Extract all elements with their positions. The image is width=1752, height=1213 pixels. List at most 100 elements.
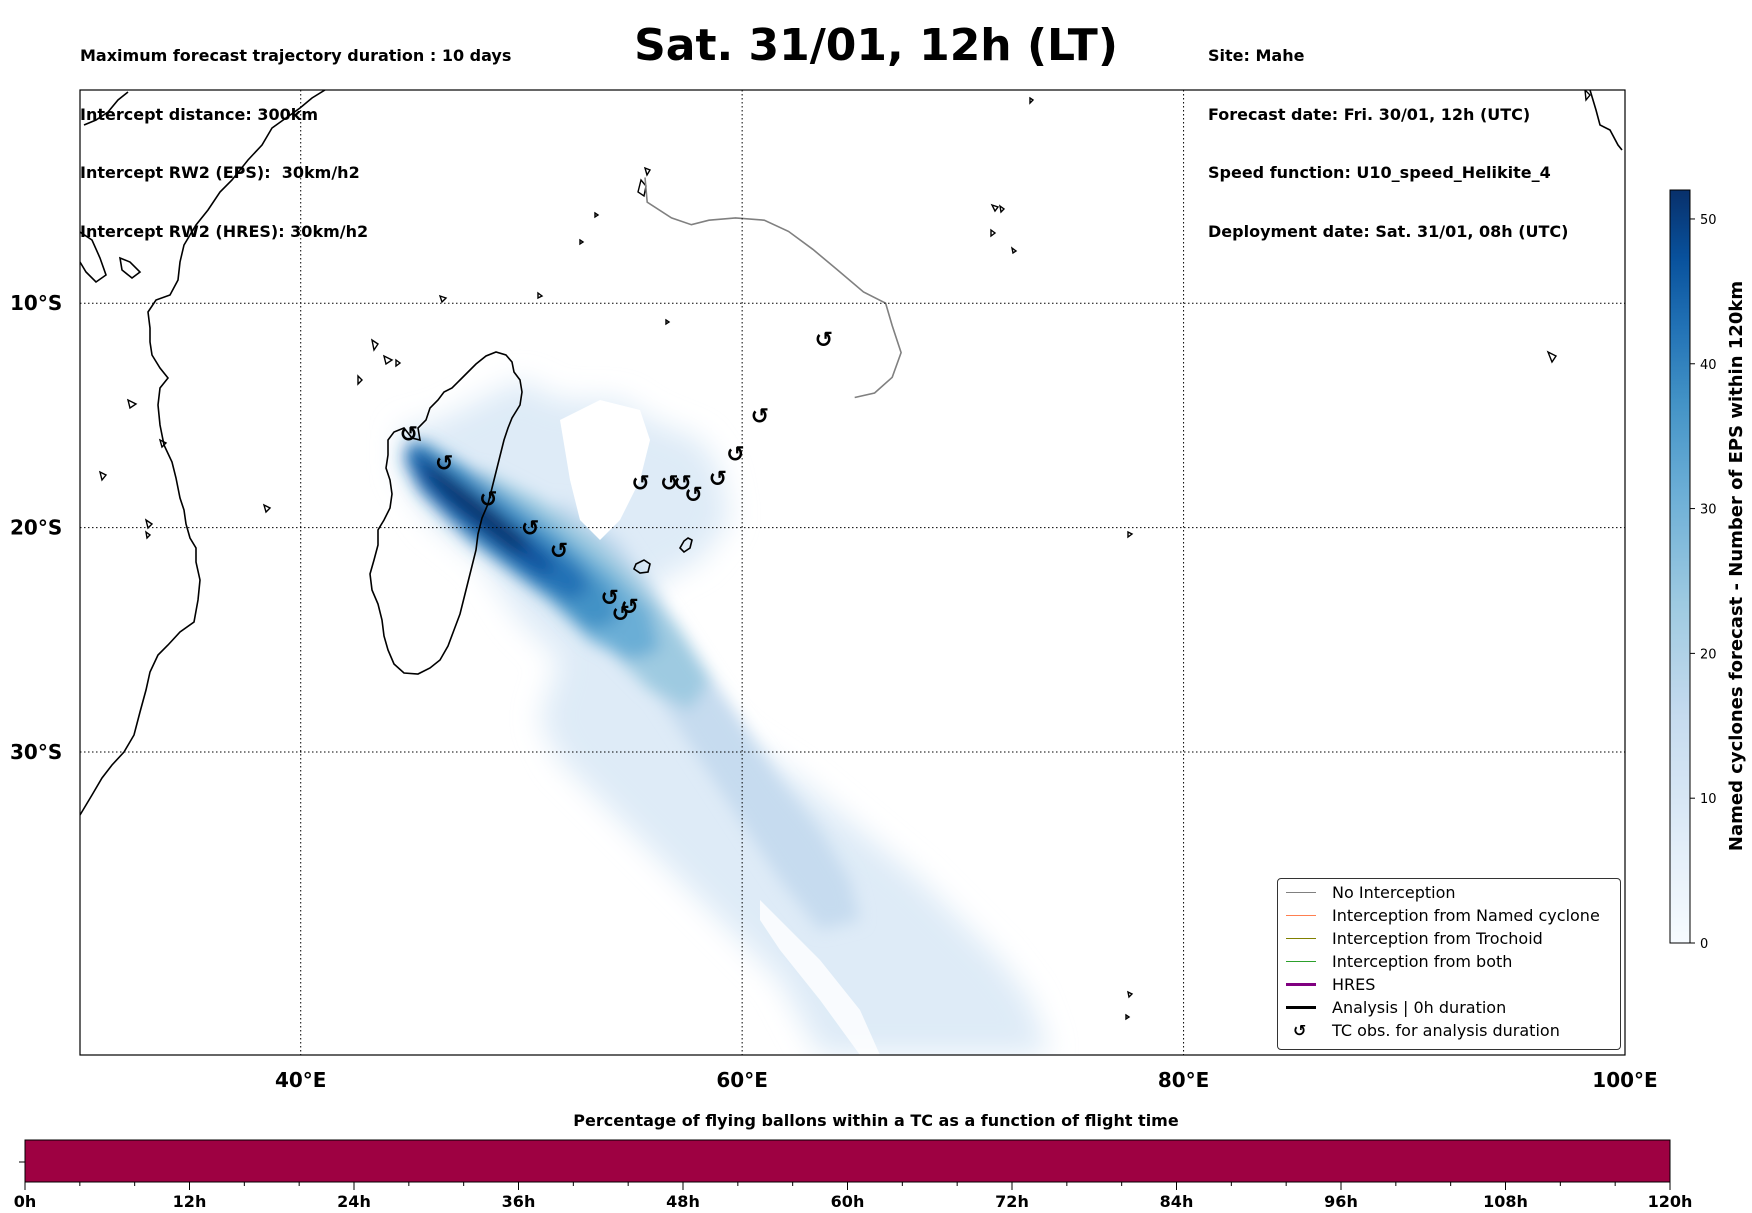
bar-tick-label: 12h: [173, 1192, 207, 1211]
density-gap: [760, 900, 880, 1055]
tc-obs-icon: ↺: [660, 472, 678, 497]
coastlines: [80, 90, 1623, 816]
bar-tick-label: 60h: [831, 1192, 865, 1211]
legend-label: Interception from Named cyclone: [1332, 906, 1600, 925]
legend-label: Interception from both: [1332, 952, 1513, 971]
eps-density-field: [400, 380, 1050, 1055]
tc-obs-icon: ↺: [726, 443, 744, 468]
density-region: [425, 458, 530, 552]
colorbar-tick-label: 30: [1700, 503, 1717, 518]
legend-line: [1286, 960, 1316, 962]
tc-obs-icon: ↺: [815, 328, 833, 353]
tc-obs-markers: ↺↺↺↺↺↺↺↺↺↺↺↺↺↺ ↺↺: [400, 328, 833, 627]
tc-obs-icon: ↺: [673, 472, 691, 497]
africa-coastline: [80, 90, 326, 816]
bar-tick-label: 120h: [1648, 1192, 1693, 1211]
bar-tick-label: 24h: [337, 1192, 371, 1211]
bar-tick-label: 48h: [666, 1192, 700, 1211]
legend-line: [1286, 914, 1316, 916]
tc-obs-icon: ↺: [620, 595, 638, 620]
legend-item: Interception from Trochoid: [1278, 927, 1620, 949]
lon-tick-label: 40°E: [275, 1068, 327, 1092]
colorbar-tick-label: 50: [1700, 213, 1717, 228]
header-left-info: Maximum forecast trajectory duration : 1…: [80, 7, 511, 261]
arabia-coastline: [1589, 90, 1623, 151]
header-right-line: Site: Mahe: [1208, 46, 1305, 65]
lat-tick-label: 20°S: [10, 516, 62, 540]
legend-item: ↺ TC obs. for analysis duration: [1278, 1019, 1620, 1041]
legend-label: No Interception: [1332, 883, 1456, 902]
colorbar-right: [1669, 189, 1691, 944]
tc-obs-icon: ↺: [550, 539, 568, 564]
colorbar-tick-label: 20: [1700, 647, 1717, 662]
density-middle: [405, 440, 860, 930]
mauritius-coastline: [679, 537, 693, 554]
gulf-coastline: [80, 231, 107, 284]
colorbar-tick-label: 40: [1700, 358, 1717, 373]
tc-obs-icon: ↺: [435, 452, 453, 477]
tc-obs-icon: ↺: [684, 483, 702, 508]
tc-obs-icon: ↺: [479, 487, 497, 512]
lat-tick-label: 10°S: [10, 291, 62, 315]
legend-label: TC obs. for analysis duration: [1332, 1021, 1560, 1040]
header-right-line: Deployment date: Sat. 31/01, 08h (UTC): [1208, 221, 1569, 241]
tc-obs-icon: ↺: [600, 586, 618, 611]
legend-line: [1286, 937, 1316, 939]
bar-tick-label: 0h: [14, 1192, 37, 1211]
tc-obs-icon: ↺: [400, 422, 418, 447]
header-right-info: Site: Mahe Forecast date: Fri. 30/01, 12…: [1208, 7, 1568, 261]
lon-tick-label: 100°E: [1592, 1068, 1657, 1092]
lat-tick-label: 30°S: [10, 740, 62, 764]
no-interception-track: [644, 177, 902, 399]
legend-label: Analysis | 0h duration: [1332, 998, 1507, 1017]
lon-tick-label: 80°E: [1158, 1068, 1210, 1092]
bar-tick-label: 84h: [1160, 1192, 1194, 1211]
legend-label: HRES: [1332, 975, 1376, 994]
reunion-coastline: [633, 559, 651, 574]
colorbar-ticks: 0 10 20 30 40 50: [1690, 213, 1717, 952]
header-right-line: Forecast date: Fri. 30/01, 12h (UTC): [1208, 104, 1531, 124]
peninsula-coastline: [83, 91, 129, 126]
legend-item: Interception from Named cyclone: [1278, 904, 1620, 926]
lon-tick-label: 60°E: [716, 1068, 768, 1092]
bar-tick-label: 96h: [1324, 1192, 1358, 1211]
mascarene-coastline: [118, 256, 142, 280]
tc-obs-icon: ↺: [751, 404, 769, 429]
bar-tick-label: 108h: [1483, 1192, 1528, 1211]
density-gap: [560, 400, 650, 540]
legend-item: Interception from both: [1278, 950, 1620, 972]
legend-item: No Interception: [1278, 881, 1620, 903]
tc-obs-icon: ↺: [631, 472, 649, 497]
header-right-line: Speed function: U10_speed_Helikite_4: [1208, 163, 1551, 182]
legend-line: [1286, 891, 1316, 893]
header-left-line: Intercept RW2 (HRES): 30km/h2: [80, 221, 369, 241]
flight-time-bar: [24, 1139, 1671, 1183]
tc-obs-icon: ↺: [709, 467, 727, 492]
tc-obs-icon: ↺: [1293, 1021, 1307, 1040]
map-legend: No Interception Interception from Named …: [1277, 878, 1621, 1050]
bar-tick-label: 72h: [995, 1192, 1029, 1211]
gridlines: [80, 90, 1625, 1055]
small-islands: [98, 90, 1591, 1021]
legend-label: Interception from Trochoid: [1332, 929, 1543, 948]
legend-item: HRES: [1278, 973, 1620, 995]
tc-obs-icon: ↺: [521, 517, 539, 542]
flight-time-ticks: 0h 12h 24h 36h 48h 60h 72h 84h 96h 108h 120h: [14, 1182, 1693, 1211]
header-left-line: Intercept RW2 (EPS): 30km/h2: [80, 163, 360, 182]
tc-obs-icon: ↺: [612, 602, 630, 627]
legend-line: [1286, 1005, 1316, 1009]
colorbar-label: Named cyclones forecast - Number of EPS …: [1726, 281, 1747, 851]
header-left-line: Maximum forecast trajectory duration : 1…: [80, 46, 512, 65]
header-left-line: Intercept distance: 300km: [80, 104, 319, 124]
legend-item: Analysis | 0h duration: [1278, 996, 1620, 1018]
madagascar-coastline: [369, 351, 523, 675]
tick-labels: 40°E 60°E 80°E 100°E 10°S 20°S 30°S: [10, 291, 1658, 1092]
bar-tick-label: 36h: [502, 1192, 536, 1211]
colorbar-tick-label: 10: [1700, 792, 1717, 807]
legend-line: [1286, 982, 1316, 986]
map-frame: [79, 89, 1626, 1056]
map-title: Sat. 31/01, 12h (LT): [634, 20, 1118, 71]
colorbar-tick-label: 0: [1700, 937, 1708, 952]
flight-time-bar-title: Percentage of flying ballons within a TC…: [573, 1111, 1179, 1130]
